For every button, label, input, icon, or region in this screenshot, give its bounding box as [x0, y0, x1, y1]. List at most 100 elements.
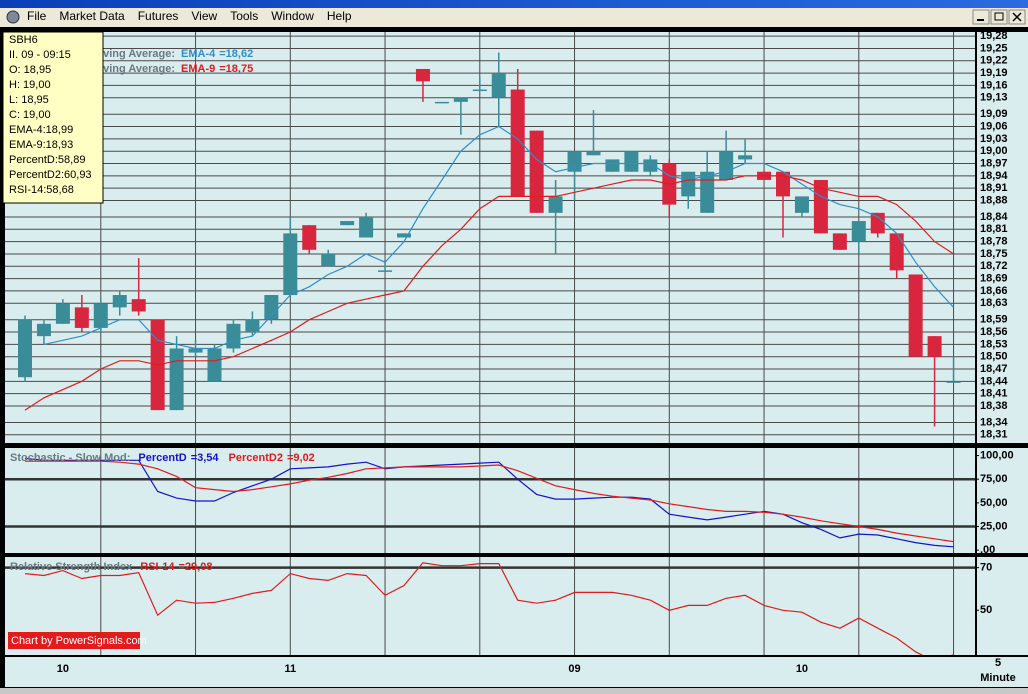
- candle-body: [794, 196, 809, 213]
- legend-title: Moving Average:: [87, 48, 175, 60]
- y-tick-label: 19,03: [980, 133, 1008, 145]
- candle-body: [207, 348, 222, 382]
- y-tick-label: 19,09: [980, 108, 1008, 120]
- legend-value: =18,62: [219, 48, 253, 60]
- restore-button[interactable]: [990, 9, 1008, 25]
- interval: 5: [995, 657, 1001, 669]
- y-tick-label: 19,16: [980, 79, 1008, 91]
- series-line: [25, 460, 954, 543]
- y-tick-label: 70: [980, 562, 992, 574]
- legend-name: EMA-4: [181, 48, 216, 60]
- menu-bar: [0, 8, 1028, 27]
- y-tick-label: 19,25: [980, 42, 1008, 54]
- menu-item[interactable]: View: [191, 9, 217, 23]
- y-tick-label: 19,13: [980, 92, 1008, 104]
- y-tick-label: 18,41: [980, 388, 1008, 400]
- x-tick-label: 11: [284, 663, 296, 675]
- legend-value: =3,54: [191, 452, 220, 464]
- y-tick-label: 100,00: [980, 449, 1014, 461]
- candle-body: [131, 299, 146, 312]
- y-tick-label: 18,56: [980, 326, 1008, 338]
- candle-body: [681, 171, 696, 197]
- legend-title: Relative Strength Index: [10, 561, 133, 573]
- legend-title: Moving Average:: [87, 63, 175, 75]
- y-tick-label: 18,53: [980, 338, 1008, 350]
- y-tick-label: 18,69: [980, 273, 1008, 285]
- y-tick-label: ,00: [980, 544, 995, 556]
- stochastic-axis: [977, 448, 1028, 553]
- candle-body: [927, 336, 942, 357]
- menu-item[interactable]: Window: [271, 9, 314, 23]
- y-tick-label: 18,75: [980, 248, 1008, 260]
- y-tick-label: 18,44: [980, 375, 1008, 387]
- y-tick-label: 18,63: [980, 297, 1008, 309]
- series-line: [24, 175, 954, 411]
- candle-body: [605, 159, 620, 172]
- credit: Chart by PowerSignals.com: [11, 635, 147, 647]
- candle-body: [283, 233, 298, 296]
- candle-body: [643, 159, 658, 172]
- candle-body: [700, 171, 715, 213]
- menu-item[interactable]: File: [27, 9, 47, 23]
- candle-body: [340, 221, 355, 226]
- price-axis: [977, 32, 1028, 443]
- legend-title: Stochastic - Slow Mod:: [10, 452, 130, 464]
- y-tick-label: 19,19: [980, 67, 1008, 79]
- minimize-button[interactable]: [972, 9, 990, 25]
- series-line: [24, 457, 954, 548]
- legend-name: EMA-9: [181, 63, 215, 75]
- candle-body: [169, 348, 184, 411]
- candle-body: [415, 68, 430, 82]
- y-tick-label: 19,06: [980, 120, 1008, 132]
- candle-body: [93, 303, 108, 328]
- info-line: RSI-14:58,68: [9, 184, 74, 196]
- candle-body: [74, 307, 89, 328]
- candle-body: [624, 151, 639, 172]
- menu-items: File Market Data Futures View Tools Window Hel…: [27, 9, 352, 23]
- info-line: C: 19,00: [9, 109, 51, 121]
- close-icon: [1012, 12, 1022, 22]
- candle-body: [359, 216, 374, 238]
- restore-icon: [994, 12, 1004, 21]
- candle-body: [453, 97, 468, 102]
- candle-body: [226, 323, 241, 349]
- info-line: L: 18,95: [9, 94, 49, 106]
- info-line: PercentD2:60,93: [9, 169, 92, 181]
- candle-body: [245, 319, 260, 333]
- interval-unit: Minute: [980, 672, 1015, 684]
- candle-body: [548, 196, 563, 213]
- menu-item[interactable]: Market Data: [59, 9, 125, 23]
- y-tick-label: 18,66: [980, 285, 1008, 297]
- info-line: EMA-4:18,99: [9, 124, 73, 136]
- candle-body: [851, 221, 866, 242]
- y-tick-label: 18,84: [980, 211, 1008, 223]
- candle-body: [264, 295, 279, 320]
- y-tick-label: 18,78: [980, 236, 1008, 248]
- candle-body: [889, 233, 904, 271]
- y-tick-label: 19,28: [980, 30, 1008, 42]
- y-tick-label: 18,72: [980, 260, 1008, 272]
- rsi-panel: [5, 557, 975, 655]
- series-line: [24, 562, 954, 655]
- app-icon[interactable]: [6, 10, 20, 24]
- y-tick-label: 18,34: [980, 416, 1008, 428]
- info-box: [2, 31, 104, 204]
- y-tick-label: 18,88: [980, 194, 1008, 206]
- y-tick-label: 18,81: [980, 223, 1008, 235]
- menu-item[interactable]: Tools: [230, 9, 258, 23]
- menu-item[interactable]: Futures: [138, 9, 179, 23]
- candle-body: [472, 89, 487, 92]
- y-tick-label: 75,00: [980, 473, 1008, 485]
- rsi-axis: [977, 557, 1028, 655]
- scrollbar[interactable]: [0, 688, 1028, 694]
- candle-body: [586, 151, 601, 156]
- legend-name: PercentD: [138, 452, 186, 464]
- y-tick-label: 19,22: [980, 55, 1008, 67]
- menu-item[interactable]: Help: [327, 9, 352, 23]
- x-tick-label: 10: [796, 663, 808, 675]
- info-lines: SBH6 II. 09 - 09:15 O: 18,95 H: 19,00 L: 18,…: [9, 34, 92, 196]
- y-tick-label: 19,00: [980, 145, 1008, 157]
- legend-value: =9,02: [287, 452, 315, 464]
